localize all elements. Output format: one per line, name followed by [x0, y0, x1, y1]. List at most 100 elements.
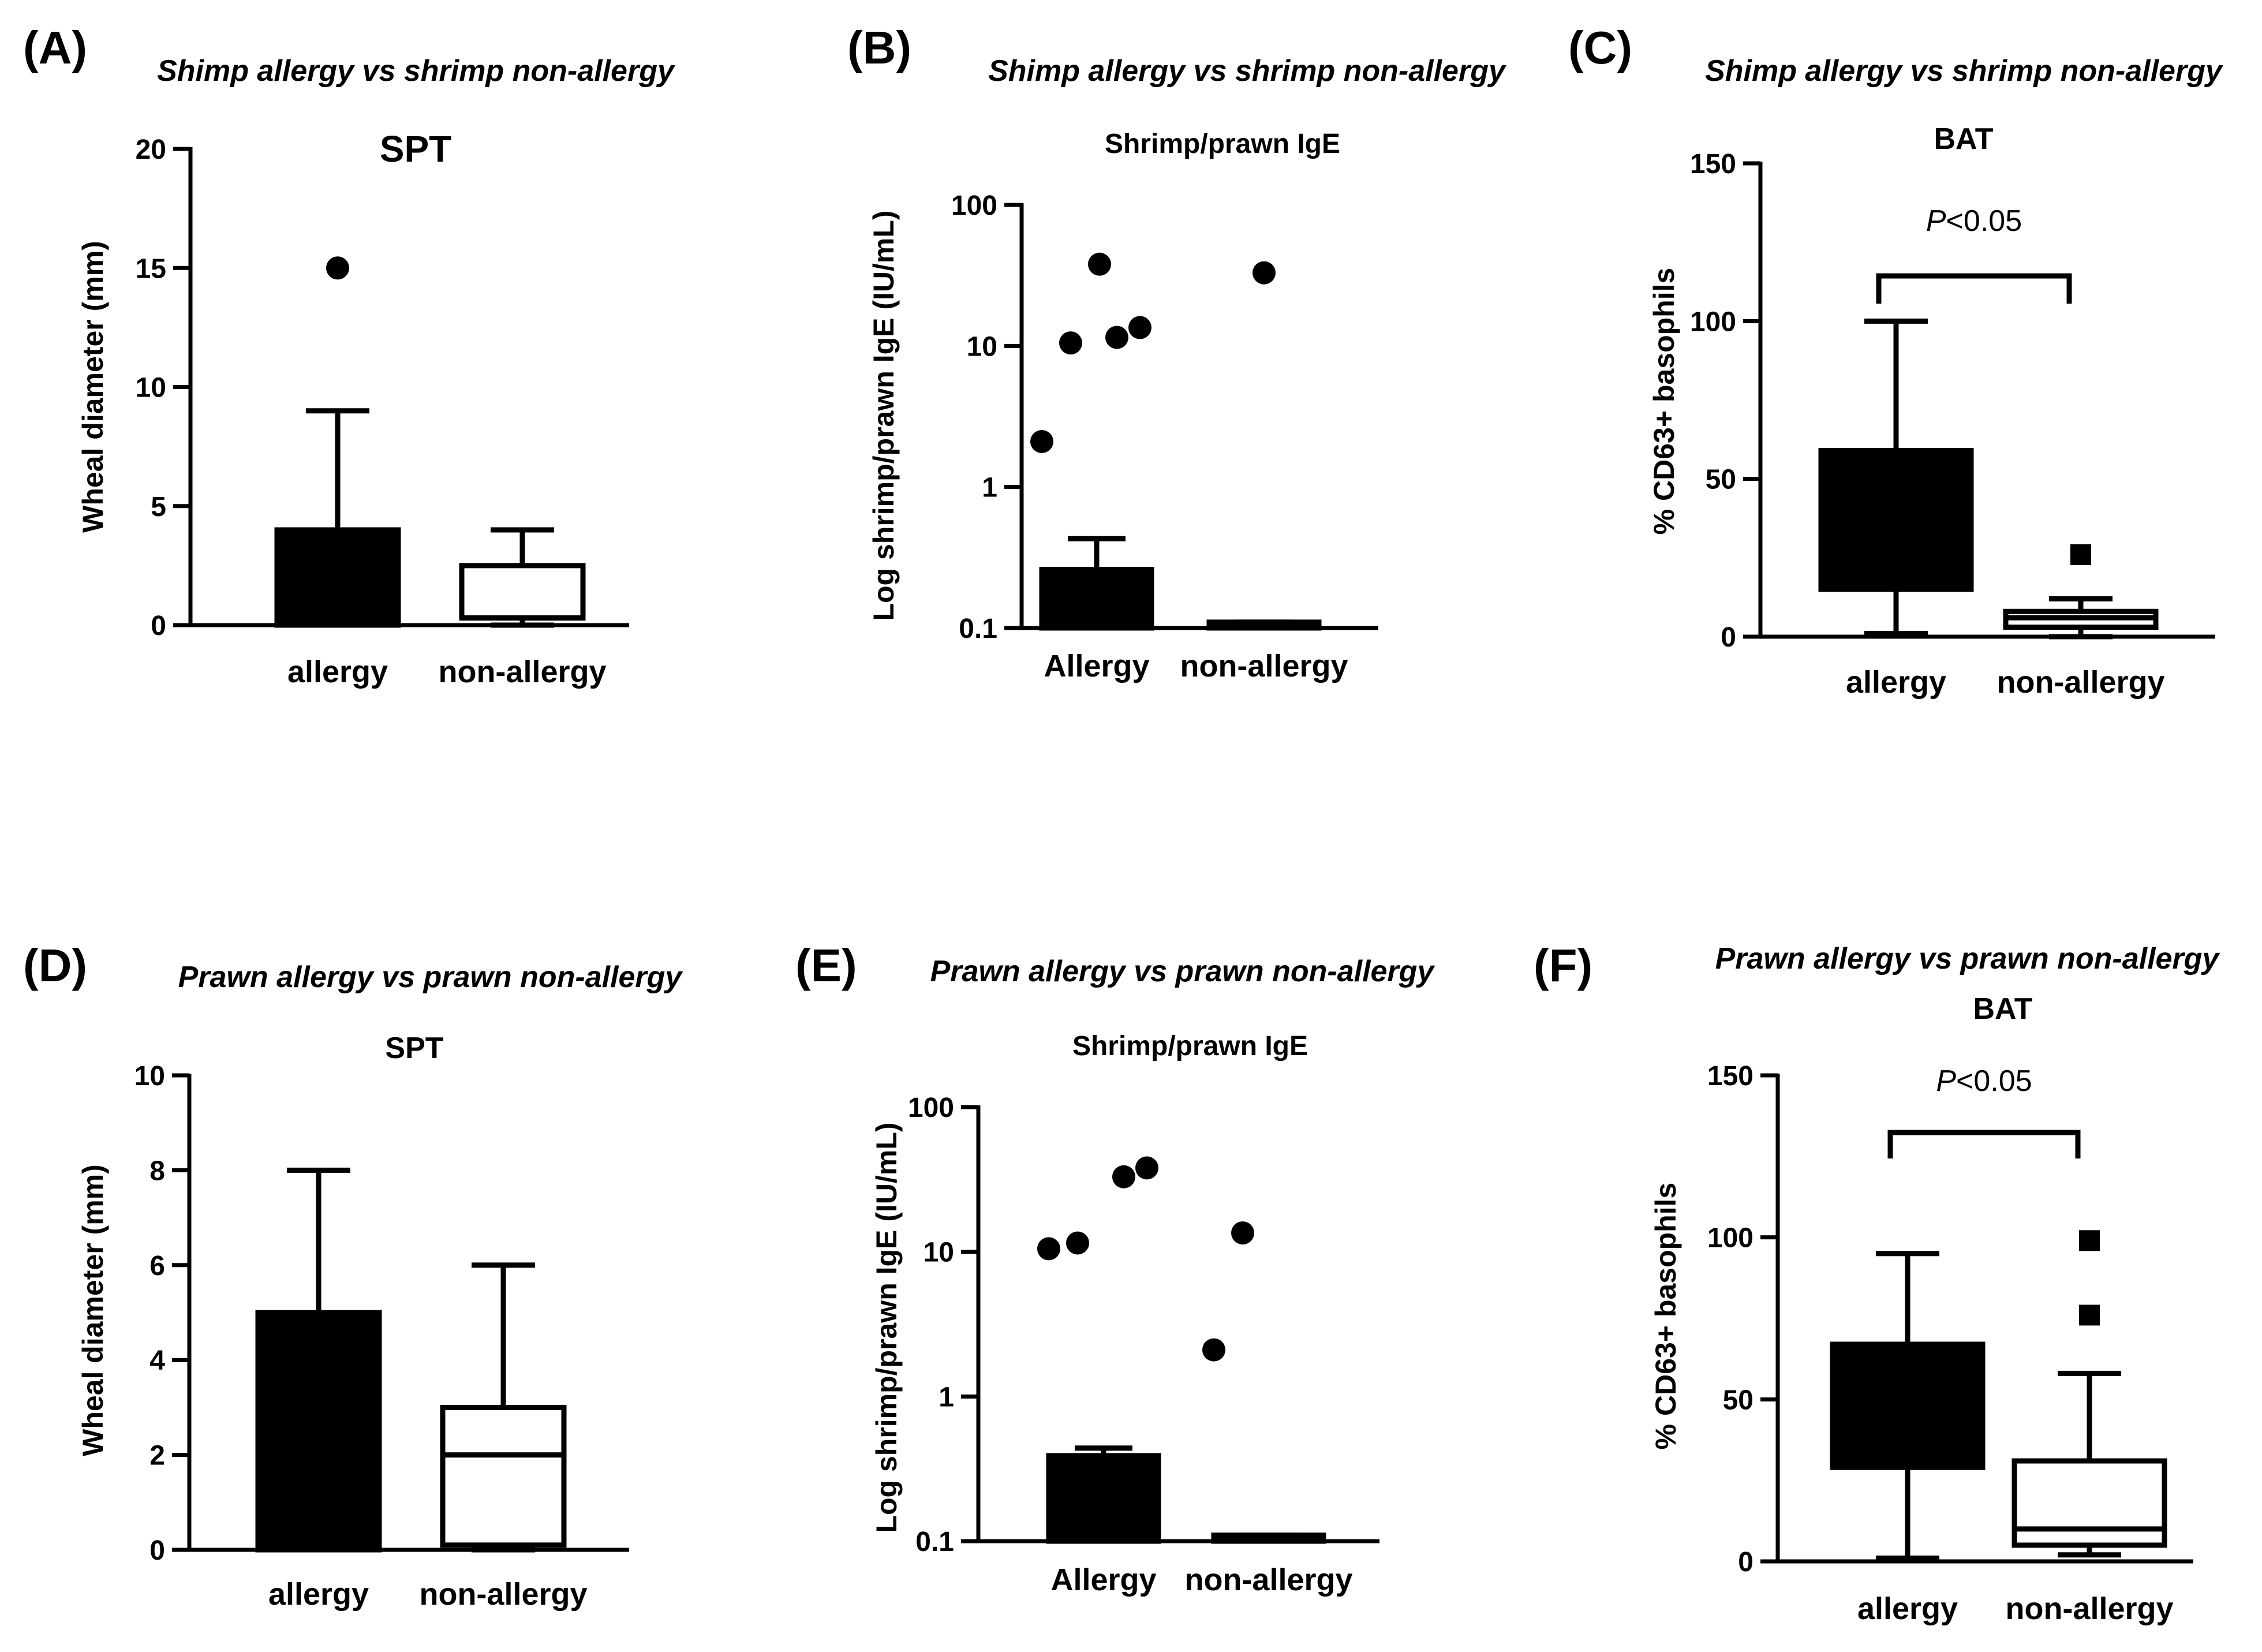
- outlier-marker: [1128, 316, 1151, 339]
- chart-title: SPT: [380, 128, 451, 170]
- category-label: non-allergy: [2005, 1591, 2173, 1626]
- chart-title: BAT: [1934, 122, 1993, 156]
- y-tick-label: 0.1: [959, 614, 997, 644]
- chart-title: SPT: [385, 1031, 443, 1065]
- significance-label-rest: <0.05: [1956, 1064, 2032, 1098]
- y-tick-label: 100: [1690, 307, 1736, 337]
- category-label: Allergy: [1044, 649, 1149, 683]
- y-tick-label: 10: [136, 373, 166, 403]
- significance-label: P<0.05: [1936, 1064, 2032, 1098]
- outlier-marker: [1030, 429, 1053, 453]
- panel-letter: (A): [23, 22, 87, 73]
- y-tick-label: 0: [1738, 1547, 1753, 1578]
- outlier-marker: [1231, 1221, 1254, 1244]
- outlier-marker: [2079, 1305, 2100, 1326]
- y-axis-title: Wheal diameter (mm): [77, 241, 109, 533]
- chart-title: BAT: [1973, 992, 2032, 1026]
- box: [1830, 1341, 1986, 1470]
- y-tick-label: 50: [1723, 1385, 1753, 1415]
- panel-subtitle: Prawn allergy vs prawn non-allergy: [1715, 942, 2221, 975]
- outlier-marker: [1088, 252, 1111, 276]
- outlier-marker: [2079, 1230, 2100, 1251]
- box: [440, 1404, 567, 1548]
- box: [1039, 567, 1154, 631]
- panel-subtitle: Shimp allergy vs shrimp non-allergy: [1705, 54, 2224, 88]
- y-tick-label: 0: [1721, 622, 1736, 653]
- outlier-marker: [1135, 1156, 1158, 1180]
- significance-bracket: [1887, 1130, 2081, 1158]
- y-tick-label: 10: [967, 331, 997, 362]
- significance-label-italic: P: [1936, 1064, 1956, 1098]
- y-axis-title: Log shrimp/prawn IgE (IU/mL): [870, 1122, 903, 1533]
- panel-subtitle: Prawn allergy vs prawn non-allergy: [178, 960, 684, 994]
- y-tick-label: 1: [982, 473, 997, 503]
- outlier-marker: [326, 256, 349, 280]
- category-label: non-allergy: [419, 1577, 587, 1612]
- category-label: Allergy: [1050, 1563, 1156, 1597]
- panel-letter: (F): [1534, 940, 1592, 991]
- y-tick-label: 0.1: [915, 1527, 954, 1557]
- panel-letter: (D): [23, 940, 87, 991]
- category-label: non-allergy: [1184, 1563, 1352, 1597]
- outlier-marker: [2070, 544, 2091, 565]
- y-axis-title: % CD63+ basophils: [1648, 268, 1680, 535]
- y-axis-title: Wheal diameter (mm): [77, 1164, 109, 1456]
- category-label: allergy: [1846, 665, 1946, 700]
- outlier-marker: [1202, 1338, 1225, 1362]
- panel-letter: (E): [795, 940, 857, 991]
- y-tick-label: 10: [134, 1061, 165, 1092]
- chart-title: Shrimp/prawn IgE: [1072, 1031, 1308, 1062]
- panel-a: (A) Shimp allergy vs shrimp non-allergy SP…: [23, 22, 676, 689]
- category-label: allergy: [287, 655, 388, 689]
- y-tick-label: 100: [908, 1093, 954, 1123]
- y-tick-label: 50: [1706, 465, 1736, 495]
- box: [274, 527, 401, 628]
- panel-d: (D) Prawn allergy vs prawn non-allergy SPT…: [23, 940, 683, 1612]
- y-tick-label: 5: [151, 492, 166, 522]
- significance-label: P<0.05: [1926, 204, 2022, 238]
- outlier-marker: [1112, 1165, 1135, 1188]
- y-tick-label: 15: [136, 253, 166, 284]
- y-tick-label: 0: [151, 611, 166, 641]
- panel-e: (E) Prawn allergy vs prawn non-allergy Shr…: [795, 940, 1435, 1597]
- y-axis-title: % CD63+ basophils: [1650, 1183, 1682, 1450]
- y-tick-label: 1: [939, 1382, 954, 1412]
- category-label: non-allergy: [438, 655, 606, 689]
- category-label: allergy: [1857, 1591, 1958, 1626]
- panel-b: (B) Shimp allergy vs shrimp non-allergy Sh…: [847, 22, 1507, 683]
- y-axis-title: Log shrimp/prawn IgE (IU/mL): [868, 210, 900, 621]
- chart-title: Shrimp/prawn IgE: [1105, 129, 1340, 159]
- outlier-marker: [1059, 331, 1082, 355]
- box: [1206, 619, 1322, 631]
- y-tick-label: 8: [149, 1156, 165, 1186]
- y-tick-label: 2: [149, 1441, 165, 1471]
- outlier-marker: [1105, 326, 1128, 349]
- panel-subtitle: Shimp allergy vs shrimp non-allergy: [988, 54, 1507, 88]
- y-tick-label: 4: [149, 1345, 165, 1376]
- box: [2012, 1458, 2167, 1548]
- category-label: non-allergy: [1180, 649, 1348, 683]
- y-tick-label: 100: [1707, 1223, 1753, 1254]
- outlier-marker: [1037, 1237, 1060, 1261]
- y-tick-label: 100: [951, 190, 997, 221]
- box: [1818, 447, 1974, 592]
- outlier-marker: [1252, 261, 1276, 285]
- panel-f: (F) Prawn allergy vs prawn non-allergy BAT…: [1534, 940, 2220, 1626]
- outlier-marker: [1066, 1231, 1089, 1255]
- significance-label-rest: <0.05: [1946, 204, 2022, 238]
- category-label: allergy: [268, 1577, 369, 1612]
- panel-c: (C) Shimp allergy vs shrimp non-allergy BA…: [1568, 22, 2224, 700]
- panel-subtitle: Shimp allergy vs shrimp non-allergy: [157, 54, 676, 88]
- y-tick-label: 150: [1690, 149, 1736, 180]
- category-label: non-allergy: [1996, 665, 2164, 700]
- y-tick-label: 10: [924, 1238, 954, 1268]
- panel-letter: (C): [1568, 22, 1632, 73]
- y-tick-label: 0: [149, 1535, 165, 1566]
- box: [1211, 1533, 1326, 1544]
- box: [255, 1310, 382, 1553]
- y-tick-label: 150: [1707, 1061, 1753, 1092]
- y-tick-label: 20: [136, 134, 166, 165]
- box: [1046, 1453, 1161, 1544]
- panel-subtitle: Prawn allergy vs prawn non-allergy: [930, 955, 1436, 988]
